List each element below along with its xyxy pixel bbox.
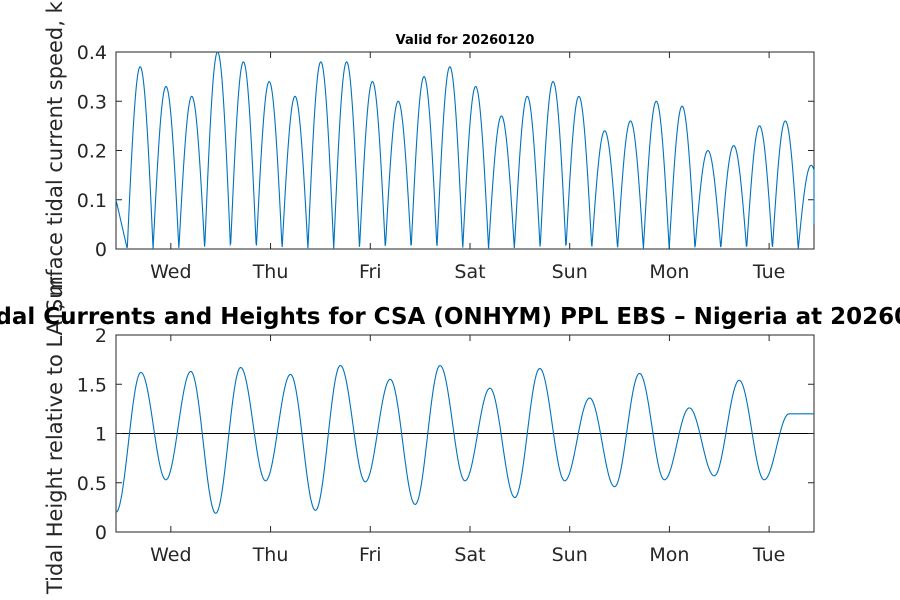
xtick-label: Sun — [552, 544, 588, 566]
tidal-height-line — [115, 364, 814, 514]
tidal-height-panel: 0 0.5 1 1.5 2 Wed Thu Fri Sat Sun Mon Tue Tidal He… — [43, 276, 815, 595]
xtick-label: Sun — [552, 261, 588, 283]
xtick-label: Tue — [752, 261, 785, 283]
ytick-label: 1 — [95, 424, 107, 446]
current-speed-line — [115, 51, 815, 249]
xtick-label: Sat — [454, 261, 485, 283]
current-speed-ylabel: Surface tidal current speed, kn — [43, 0, 67, 312]
current-speed-panel: 0 0.1 0.2 0.3 0.4 Wed Thu Fri Sat Sun Mon Tue Vali… — [43, 0, 815, 312]
xtick-label: Mon — [649, 544, 689, 566]
xtick-label: Sat — [454, 544, 485, 566]
xtick-label: Fri — [359, 544, 382, 566]
ytick-label: 0 — [95, 239, 107, 261]
ytick-label: 0.3 — [77, 91, 107, 113]
xtick-label: Thu — [252, 261, 289, 283]
ytick-label: 0 — [95, 522, 107, 544]
ytick-label: 0.4 — [77, 42, 107, 64]
xtick-label: Mon — [649, 261, 689, 283]
xtick-label: Tue — [752, 544, 785, 566]
ytick-label: 2 — [95, 325, 107, 347]
tidal-height-yticks: 0 0.5 1 1.5 2 — [77, 325, 814, 544]
figure-main-title: Tidal Currents and Heights for CSA (ONHY… — [0, 304, 900, 330]
current-speed-xticks: Wed Thu Fri Sat Sun Mon Tue — [150, 52, 785, 283]
tidal-height-ylabel: Tidal Height relative to LAT, m — [43, 276, 67, 595]
current-speed-yticks: 0 0.1 0.2 0.3 0.4 — [77, 42, 814, 261]
xtick-label: Fri — [359, 261, 382, 283]
current-speed-axes — [115, 51, 815, 250]
tidal-height-xticks: Wed Thu Fri Sat Sun Mon Tue — [150, 335, 785, 566]
current-speed-title: Valid for 20260120 — [396, 33, 535, 48]
xtick-label: Wed — [150, 544, 191, 566]
ytick-label: 1.5 — [77, 374, 107, 396]
xtick-label: Thu — [252, 544, 289, 566]
ytick-label: 0.1 — [77, 190, 107, 212]
xtick-label: Wed — [150, 261, 191, 283]
ytick-label: 0.2 — [77, 141, 107, 163]
ytick-label: 0.5 — [77, 473, 107, 495]
